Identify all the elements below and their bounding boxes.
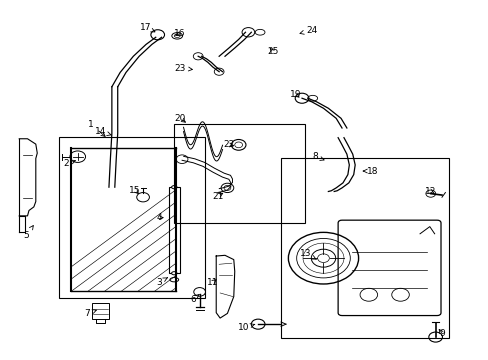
Text: 3: 3: [156, 278, 167, 287]
Text: 12: 12: [424, 187, 436, 196]
Text: 4: 4: [156, 213, 163, 222]
Text: 22: 22: [223, 140, 234, 149]
Text: 11: 11: [206, 278, 218, 287]
Text: 16: 16: [174, 29, 185, 38]
Bar: [59, 137, 205, 298]
Text: 8: 8: [312, 152, 324, 161]
Text: 18: 18: [363, 167, 377, 176]
Text: 21: 21: [212, 192, 223, 201]
Text: 15: 15: [129, 185, 140, 194]
Text: 20: 20: [174, 114, 185, 123]
Text: 14: 14: [95, 127, 112, 136]
Ellipse shape: [171, 186, 177, 189]
Text: 2: 2: [63, 159, 75, 168]
Ellipse shape: [169, 278, 178, 282]
Text: 7: 7: [84, 309, 96, 318]
Text: 13: 13: [299, 249, 316, 260]
Text: 6: 6: [190, 294, 199, 303]
Text: 17: 17: [140, 23, 155, 32]
Text: 5: 5: [23, 226, 33, 240]
Ellipse shape: [171, 272, 177, 275]
Text: 1: 1: [88, 120, 105, 136]
Bar: [92, 303, 109, 319]
Bar: [281, 158, 448, 338]
Bar: [168, 187, 179, 273]
Text: 9: 9: [438, 329, 444, 338]
Text: 24: 24: [299, 26, 317, 35]
Text: 23: 23: [174, 64, 192, 73]
Text: 25: 25: [266, 47, 278, 56]
Text: 10: 10: [237, 323, 254, 332]
Text: 19: 19: [289, 90, 301, 99]
Bar: [173, 125, 305, 223]
